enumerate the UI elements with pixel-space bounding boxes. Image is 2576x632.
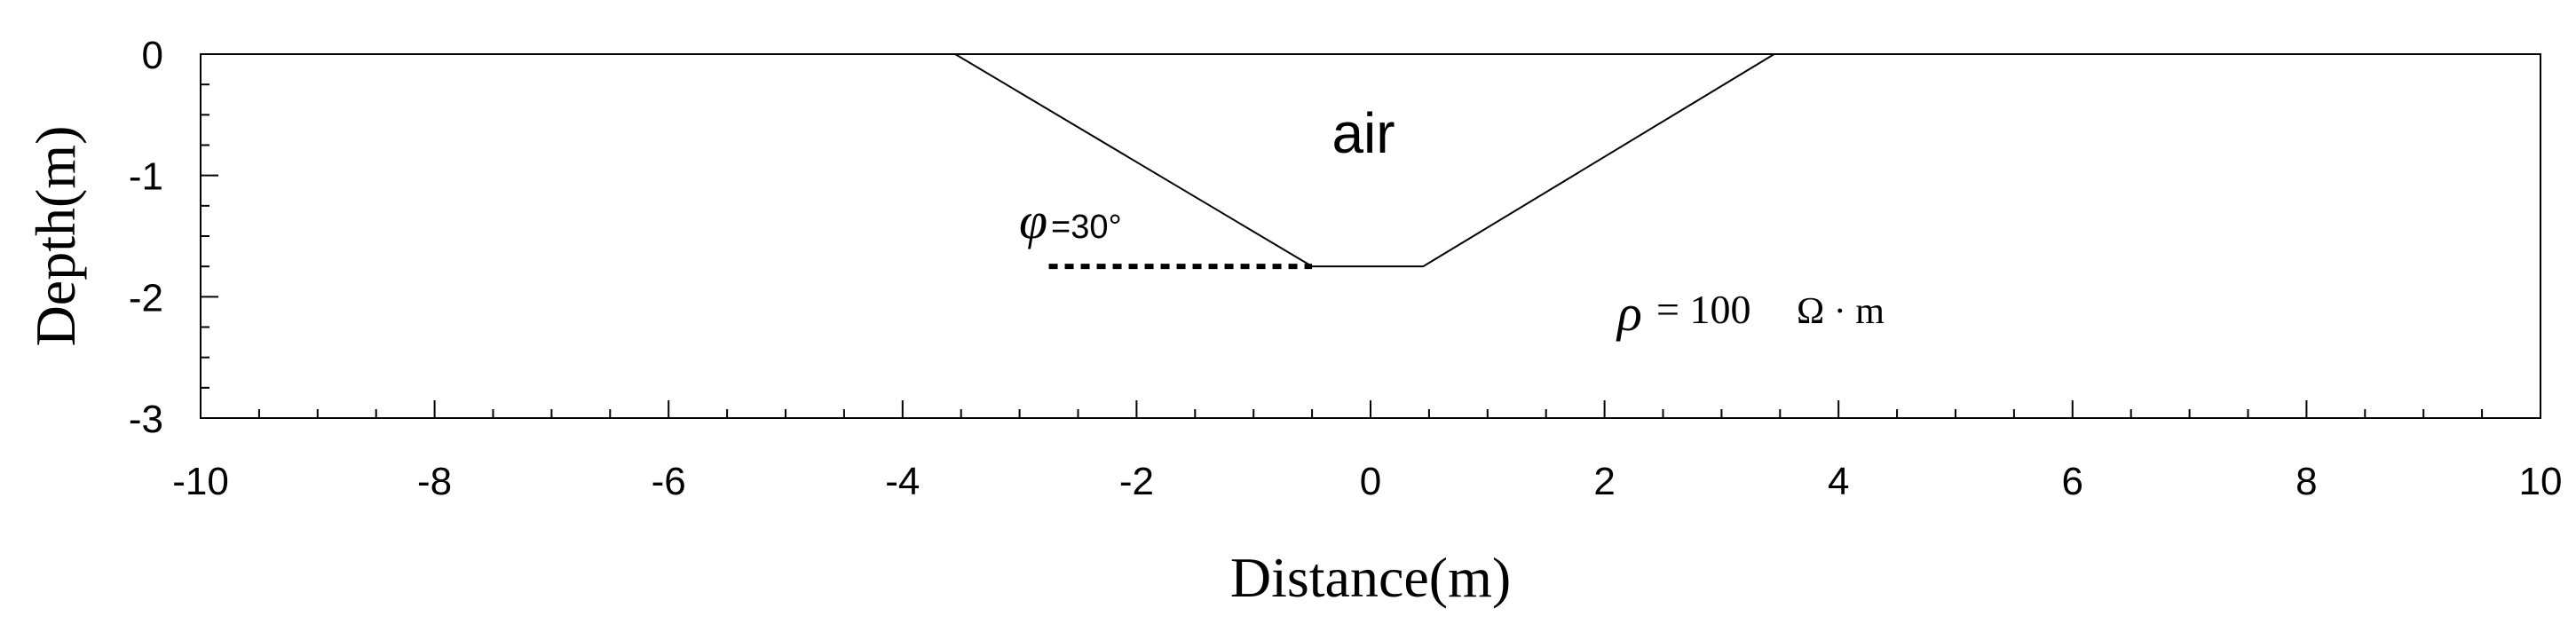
minor-ticks xyxy=(201,83,2484,418)
y-tick-label: -3 xyxy=(129,398,163,441)
y-tick-label: -1 xyxy=(129,155,163,199)
resistivity-unit: Ω · m xyxy=(1797,291,1885,332)
x-tick-label: 4 xyxy=(1828,460,1849,503)
y-tick-label: -2 xyxy=(129,276,163,320)
angle-symbol: φ xyxy=(1019,192,1047,249)
resistivity-value: = 100 xyxy=(1656,287,1750,332)
trench-surface-profile xyxy=(201,53,2540,268)
y-tick-labels: 0 -1 -2 -3 xyxy=(129,34,163,441)
x-tick-label: 0 xyxy=(1360,460,1381,503)
x-tick-label: 6 xyxy=(2062,460,2083,503)
x-tick-label: -2 xyxy=(1119,460,1154,503)
x-tick-label: 2 xyxy=(1593,460,1615,503)
x-axis-title: Distance(m) xyxy=(1230,546,1511,609)
x-tick-label: -10 xyxy=(172,460,229,503)
resistivity-symbol: ρ xyxy=(1616,284,1642,342)
angle-value: =30° xyxy=(1051,209,1122,246)
x-tick-label: -6 xyxy=(652,460,686,503)
x-tick-label: 8 xyxy=(2295,460,2317,503)
air-label: air xyxy=(1331,101,1395,165)
x-tick-label: -8 xyxy=(417,460,452,503)
x-tick-label: 10 xyxy=(2519,460,2563,503)
x-tick-label: -4 xyxy=(885,460,920,503)
y-tick-label: 0 xyxy=(142,34,163,77)
y-axis-title: Depth(m) xyxy=(24,126,87,347)
x-tick-labels: -10 -8 -6 -4 -2 0 2 4 6 8 10 xyxy=(172,460,2562,503)
